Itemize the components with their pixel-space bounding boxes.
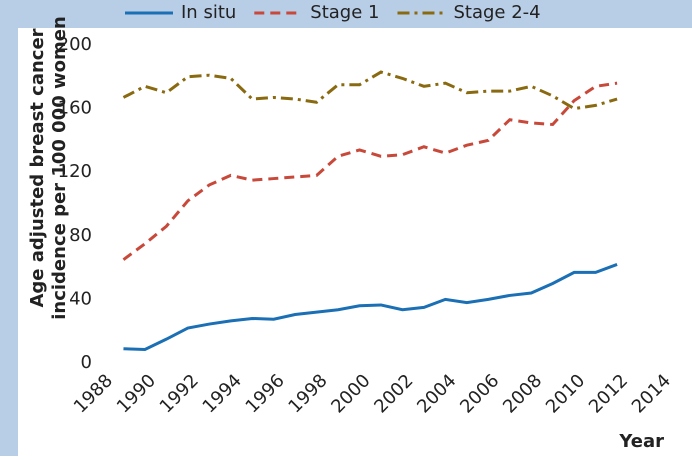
x-axis-label: Year (618, 431, 664, 452)
line-series (122, 81, 618, 261)
line-series (122, 70, 618, 111)
y-axis-label: Age adjusted breast cancer incidence per… (27, 16, 70, 320)
legend-label: In situ (181, 2, 236, 23)
line-series (123, 263, 618, 351)
panel (18, 28, 692, 456)
y-axis-label-line: incidence per 100 000 women (49, 16, 70, 320)
y-tick-label: 0 (81, 352, 92, 373)
y-tick-label: 200 (58, 34, 92, 55)
y-tick-label: 80 (69, 225, 92, 246)
y-tick-label: 120 (58, 161, 92, 182)
legend-label: Stage 1 (310, 2, 379, 23)
legend-label: Stage 2-4 (453, 2, 540, 23)
y-tick-label: 160 (58, 98, 92, 119)
y-axis-label-line: Age adjusted breast cancer (27, 28, 48, 307)
y-tick-label: 40 (69, 288, 92, 309)
